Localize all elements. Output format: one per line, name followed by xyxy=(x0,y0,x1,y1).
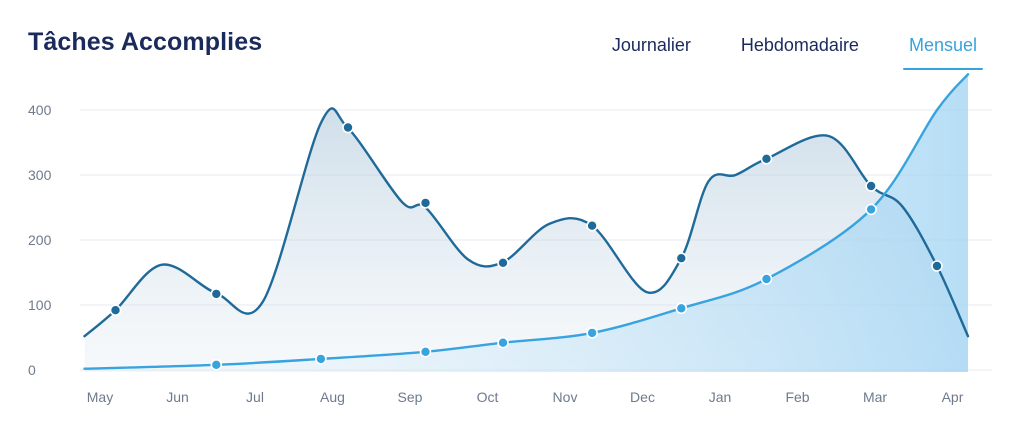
y-tick-label: 0 xyxy=(28,362,36,378)
period-tabs: Journalier Hebdomadaire Mensuel xyxy=(606,34,984,70)
y-axis: 0 100 200 300 400 xyxy=(28,102,52,378)
x-tick-label: Oct xyxy=(477,389,499,405)
series-1-point xyxy=(931,260,943,272)
markers xyxy=(109,121,943,371)
series-1-point xyxy=(419,197,432,209)
chart-title: Tâches Accomplies xyxy=(28,28,263,56)
series-1-point xyxy=(497,256,509,269)
series-1-line xyxy=(83,107,970,338)
series-2-point xyxy=(760,273,773,285)
series-1-point xyxy=(586,219,598,232)
series-1-point xyxy=(760,153,773,165)
x-tick-label: Jan xyxy=(709,389,732,405)
series-1-point xyxy=(109,304,122,317)
x-tick-label: Feb xyxy=(785,389,809,405)
x-tick-label: Mar xyxy=(863,389,887,405)
x-tick-label: Jun xyxy=(166,389,189,405)
x-tick-label: Dec xyxy=(630,389,655,405)
series-2-point xyxy=(865,203,877,216)
y-tick-label: 300 xyxy=(28,167,52,183)
series-2-point xyxy=(210,358,223,371)
tab-monthly[interactable]: Mensuel xyxy=(902,34,984,70)
y-tick-label: 200 xyxy=(28,232,52,248)
y-tick-label: 100 xyxy=(28,297,52,313)
series-1-point xyxy=(342,121,354,134)
x-tick-label: Nov xyxy=(553,389,578,405)
tab-weekly[interactable]: Hebdomadaire xyxy=(735,34,865,70)
series-1-point xyxy=(210,288,223,300)
series-2-point xyxy=(497,336,509,349)
series-2-area xyxy=(84,74,968,373)
series-1-point xyxy=(865,180,877,192)
x-tick-label: Aug xyxy=(320,389,345,405)
x-tick-label: Jul xyxy=(246,389,264,405)
x-tick-label: Apr xyxy=(942,389,964,405)
series-2-point xyxy=(419,345,432,358)
tab-daily[interactable]: Journalier xyxy=(606,34,697,70)
areas xyxy=(84,74,968,373)
x-axis: May Jun Jul Aug Sep Oct Nov Dec Jan Feb Mar Apr xyxy=(87,389,964,405)
series-2-point xyxy=(586,327,598,339)
series-2-point xyxy=(675,302,688,315)
series-1-point xyxy=(675,252,688,265)
series-2-point xyxy=(315,353,327,365)
y-tick-label: 400 xyxy=(28,102,52,118)
x-tick-label: May xyxy=(87,389,113,405)
x-tick-label: Sep xyxy=(398,389,423,405)
